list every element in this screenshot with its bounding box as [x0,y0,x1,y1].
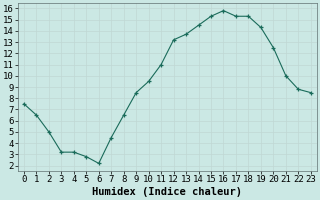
X-axis label: Humidex (Indice chaleur): Humidex (Indice chaleur) [92,187,242,197]
